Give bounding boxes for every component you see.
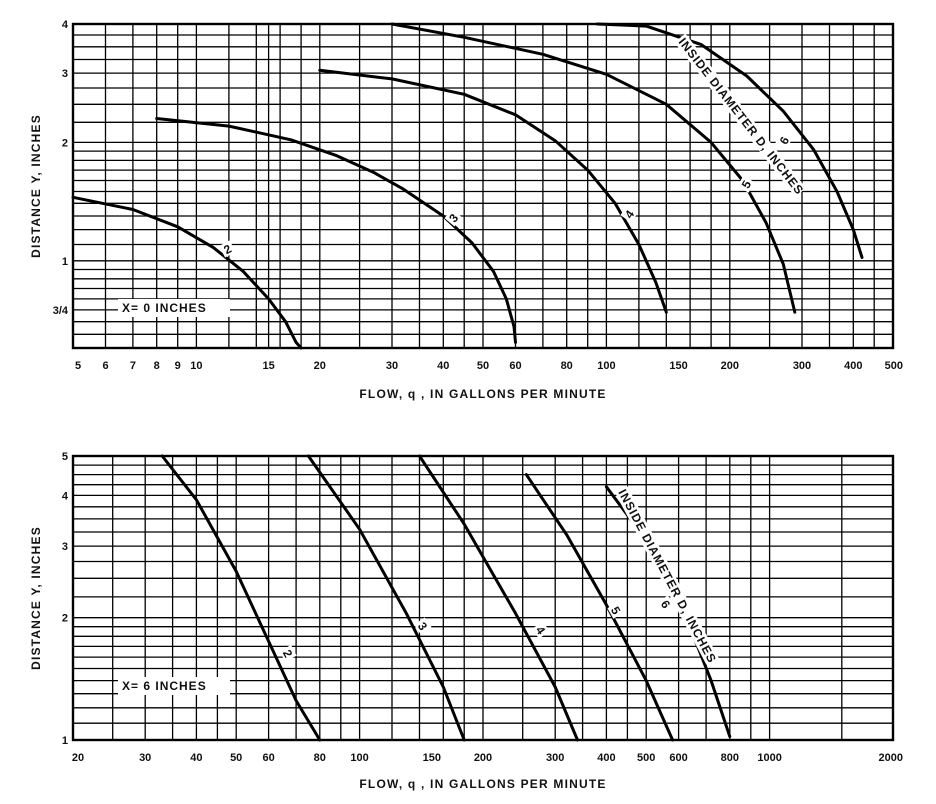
y-axis-title: DISTANCE Y, INCHES	[29, 526, 43, 670]
x-tick-label: 400	[844, 360, 862, 372]
x-tick-label: 15	[262, 360, 274, 372]
x-axis-title: FLOW, q , IN GALLONS PER MINUTE	[359, 777, 606, 791]
x-tick-label: 600	[669, 752, 687, 764]
x-tick-label: 500	[637, 752, 655, 764]
x-tick-label: 1000	[757, 752, 781, 764]
x-tick-label: 6	[102, 360, 108, 372]
curve-label-background	[532, 621, 550, 639]
grid-lines	[72, 23, 893, 349]
x-tick-label: 60	[509, 360, 521, 372]
x-tick-label: 20	[72, 752, 84, 764]
y-tick-label: 3	[62, 68, 68, 80]
x-tick-label: 400	[597, 752, 615, 764]
curve-diameter-2	[71, 195, 303, 350]
panel-2: 20 30 40 50 60 80 100 150 200 300 400 500 600 800 1000…	[29, 451, 903, 791]
annotation-background	[118, 299, 230, 317]
curve-label-background	[414, 617, 432, 635]
x-tick-label: 30	[139, 752, 151, 764]
x-tick-label: 100	[597, 360, 615, 372]
y-axis-title: DISTANCE Y, INCHES	[29, 114, 43, 258]
diameter-label-background	[614, 485, 719, 665]
curve-label-background	[444, 208, 463, 227]
y-tick-label: 2	[62, 137, 68, 149]
diameter-label-background	[674, 33, 807, 197]
y-tick-label: 1	[62, 735, 68, 747]
curve-diameter-4	[318, 68, 668, 314]
y-tick-label: 4	[62, 19, 69, 31]
curve-label-background	[657, 595, 675, 613]
y-tick-label: 1	[62, 256, 68, 268]
panel-1: 5 6 7 8 9 10 15 20 30 40 50 60 80 100 150 200 300 400 500 3…	[29, 19, 903, 401]
x-tick-label: 150	[669, 360, 687, 372]
curve-diameter-6	[595, 22, 864, 259]
x-tick-label: 40	[437, 360, 449, 372]
x-tick-label: 800	[721, 752, 739, 764]
curve-label-background	[775, 132, 793, 149]
x-tick-label: 150	[423, 752, 441, 764]
x-tick-label: 50	[230, 752, 242, 764]
x-tick-label: 300	[546, 752, 564, 764]
x-distance-annotation: X= 6 INCHES	[122, 679, 207, 693]
curve-diameter-5	[390, 22, 797, 314]
x-tick-label: 2000	[879, 752, 903, 764]
x-tick-label: 500	[885, 360, 903, 372]
x-tick-label: 7	[130, 360, 136, 372]
x-tick-label: 80	[314, 752, 326, 764]
x-tick-label: 100	[350, 752, 368, 764]
x-tick-label: 9	[175, 360, 181, 372]
x-tick-label: 10	[190, 360, 202, 372]
x-tick-label: 30	[386, 360, 398, 372]
curve-label-background	[607, 601, 625, 619]
curve-label-background	[219, 240, 236, 258]
y-tick-label: 3/4	[53, 305, 69, 317]
x-tick-label: 40	[190, 752, 202, 764]
annotation-background	[118, 677, 230, 695]
curve-diameter-4	[418, 454, 579, 742]
curve-diameter-3	[155, 117, 517, 344]
x-tick-label: 8	[154, 360, 160, 372]
curve-diameter-3	[306, 454, 466, 742]
plot-frame	[71, 454, 895, 742]
plot-frame	[71, 22, 895, 350]
curve-diameter-2	[160, 454, 322, 742]
y-tick-label: 2	[62, 613, 68, 625]
curve-label-background	[737, 175, 755, 193]
x-axis-title: FLOW, q , IN GALLONS PER MINUTE	[359, 387, 606, 401]
x-tick-label: 50	[477, 360, 489, 372]
curve-label-background	[620, 205, 638, 223]
x-tick-label: 200	[721, 360, 739, 372]
y-tick-label: 4	[62, 490, 69, 502]
y-tick-label: 3	[62, 541, 68, 553]
curve-label-background	[279, 645, 297, 662]
x-tick-label: 60	[262, 752, 274, 764]
x-tick-label: 200	[474, 752, 492, 764]
x-tick-label: 5	[75, 360, 81, 372]
x-tick-label: 20	[314, 360, 326, 372]
x-tick-label: 300	[793, 360, 811, 372]
x-distance-annotation: X= 0 INCHES	[122, 301, 207, 315]
curve-diameter-5	[524, 473, 675, 742]
y-tick-label: 5	[62, 451, 68, 463]
inside-diameter-label: INSIDE DIAMETER D, INCHES	[615, 487, 719, 666]
curve-diameter-6	[604, 485, 732, 738]
x-tick-label: 80	[561, 360, 573, 372]
